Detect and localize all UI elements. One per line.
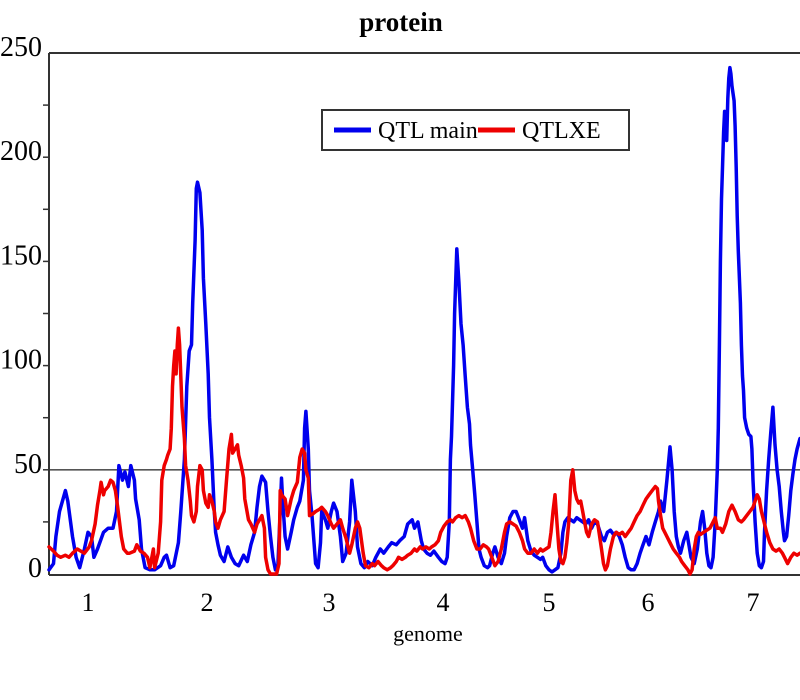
x-tick-label-3: 3 [323, 588, 336, 617]
y-tick-label-100: 100 [0, 345, 42, 376]
plot-area: 0 50 100 150 200 250 1 2 3 4 5 6 7 [0, 32, 800, 617]
series-line-qtl-main [47, 65, 800, 574]
y-tick-label-50: 50 [14, 449, 42, 480]
series-line-qtlxe [47, 326, 800, 576]
y-tick-label-150: 150 [0, 240, 42, 271]
y-tick-label-0: 0 [28, 553, 42, 584]
legend-label-qtlxe: QTLXE [522, 118, 601, 144]
legend-box [321, 109, 630, 151]
y-tick-label-200: 200 [0, 136, 42, 167]
x-axis-title: genome [393, 621, 463, 646]
legend: QTL main QTLXE [321, 109, 630, 151]
x-tick-label-4: 4 [436, 588, 449, 617]
x-tick-label-5: 5 [543, 588, 556, 617]
chart-title: protein [359, 7, 443, 37]
x-tick-label-7: 7 [746, 588, 759, 617]
x-tick-label-6: 6 [641, 588, 654, 617]
x-tick-label-2: 2 [201, 588, 214, 617]
legend-label-qtl-main: QTL main [378, 118, 478, 144]
x-tick-label-1: 1 [81, 588, 94, 617]
y-tick-label-250: 250 [0, 32, 42, 63]
